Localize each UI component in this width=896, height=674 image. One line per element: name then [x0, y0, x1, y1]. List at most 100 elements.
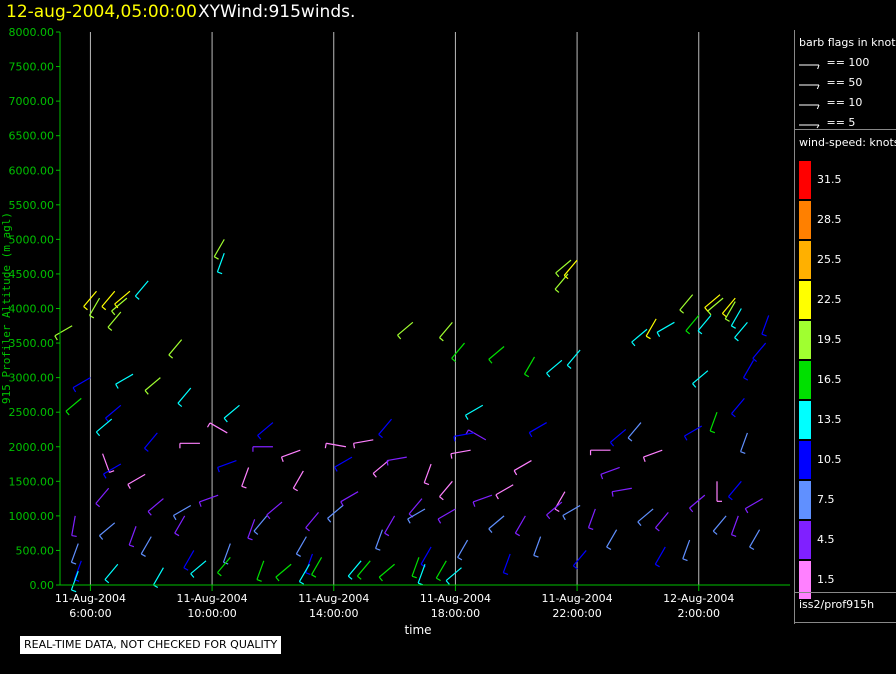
- barb-symbol: [799, 64, 820, 72]
- barb-staff: [257, 422, 274, 436]
- barb-staff: [445, 567, 462, 582]
- barb-staff: [326, 442, 347, 448]
- barb-flag: [247, 537, 253, 541]
- wind-barb: [683, 425, 703, 441]
- barb-flag: [83, 306, 88, 311]
- wind-barb: [253, 515, 268, 535]
- barb-flag: [637, 521, 642, 527]
- barb-staff: [54, 325, 73, 337]
- speed-swatch-label: 22.5: [817, 293, 842, 306]
- wind-barb: [465, 429, 487, 441]
- wind-barb: [247, 519, 256, 541]
- wind-barb: [437, 508, 456, 524]
- wind-barb: [217, 460, 237, 473]
- barb-staff: [439, 480, 453, 498]
- title-date: 12-aug-2004,05:00:00: [6, 2, 197, 22]
- barb-flag: [563, 274, 569, 280]
- barb-flag: [353, 443, 356, 449]
- wind-barb: [606, 529, 618, 551]
- y-tick-label: 3500.00: [9, 337, 55, 350]
- barb-staff: [707, 297, 724, 312]
- wind-barb: [140, 536, 152, 557]
- barb-flag: [378, 576, 383, 582]
- barb-staff: [682, 539, 691, 560]
- barb-legend-label: == 50: [823, 76, 863, 89]
- x-tick-date: 12-Aug-2004: [663, 592, 734, 605]
- wind-barb: [631, 328, 648, 347]
- wind-barb: [740, 432, 748, 454]
- speed-swatch-label: 4.5: [817, 533, 835, 546]
- barb-staff: [546, 501, 563, 516]
- barb-flag: [95, 503, 101, 508]
- wind-barb: [546, 359, 563, 378]
- wind-barb: [417, 564, 426, 586]
- wind-barb: [147, 498, 164, 516]
- barb-symbol: [799, 124, 820, 129]
- barb-staff: [728, 480, 742, 498]
- barb-flag: [71, 534, 77, 538]
- barb-staff: [104, 563, 119, 580]
- barb-staff: [241, 467, 250, 487]
- barb-staff: [190, 560, 207, 575]
- wind-barb: [523, 356, 536, 378]
- barb-flag: [451, 357, 456, 363]
- wind-barb: [439, 321, 453, 342]
- barb-staff: [266, 501, 283, 516]
- wind-barb: [697, 315, 712, 335]
- barb-staff: [546, 359, 563, 374]
- barb-flag: [472, 501, 476, 507]
- wind-barb: [692, 370, 709, 388]
- x-tick-time: 2:00:00: [678, 607, 720, 620]
- barb-flag: [555, 272, 560, 278]
- barb-flag: [347, 575, 353, 580]
- barb-flag: [631, 341, 636, 347]
- barb-flag: [275, 576, 280, 582]
- y-tick-label: 3000.00: [9, 372, 55, 385]
- speed-swatch-label: 13.5: [817, 413, 842, 426]
- barb-flag: [562, 515, 566, 521]
- wind-barb: [439, 480, 453, 501]
- barb-staff: [72, 377, 91, 389]
- x-tick-date: 11-Aug-2004: [176, 592, 247, 605]
- barb-flag: [111, 310, 116, 316]
- barb-flag: [223, 417, 228, 423]
- barb-flag: [340, 501, 344, 507]
- wind-barb: [144, 377, 161, 395]
- barb-staff: [134, 280, 149, 297]
- barb-flag: [515, 532, 521, 537]
- speed-swatch: [799, 281, 811, 319]
- barb-flag: [683, 435, 688, 441]
- barb-flag: [386, 460, 389, 466]
- wind-barb: [464, 404, 484, 420]
- barb-flag: [554, 508, 560, 513]
- barb-staff: [533, 536, 542, 556]
- barb-flag: [327, 517, 332, 523]
- y-tick-label: 1500.00: [9, 475, 55, 488]
- y-tick-label: 6500.00: [9, 130, 55, 143]
- y-tick-label: 8000.00: [9, 26, 55, 39]
- barb-flag: [127, 484, 131, 490]
- quality-warning: REAL-TIME DATA, NOT CHECKED FOR QUALITY: [20, 636, 282, 654]
- wind-barb: [179, 442, 200, 449]
- barb-flag: [206, 422, 211, 428]
- barb-flag: [293, 487, 298, 492]
- wind-barb: [198, 494, 219, 507]
- barb-staff: [689, 494, 706, 509]
- barb-flag: [107, 326, 113, 331]
- wind-barb: [420, 546, 432, 568]
- legend-divider: [795, 592, 896, 593]
- wind-barb: [217, 556, 231, 577]
- wind-barb: [656, 321, 675, 337]
- barb-staff: [397, 321, 414, 336]
- barb-flag: [743, 377, 749, 381]
- barb-flag: [724, 318, 730, 322]
- barb-staff: [704, 294, 721, 308]
- barb-staff: [655, 512, 669, 529]
- wind-barb: [555, 259, 572, 278]
- wind-barb: [183, 550, 195, 571]
- wind-barb: [645, 318, 657, 340]
- barb-staff: [111, 297, 128, 312]
- barb-flag: [241, 485, 247, 489]
- barb-flag: [89, 314, 95, 319]
- wind-barb: [731, 397, 745, 418]
